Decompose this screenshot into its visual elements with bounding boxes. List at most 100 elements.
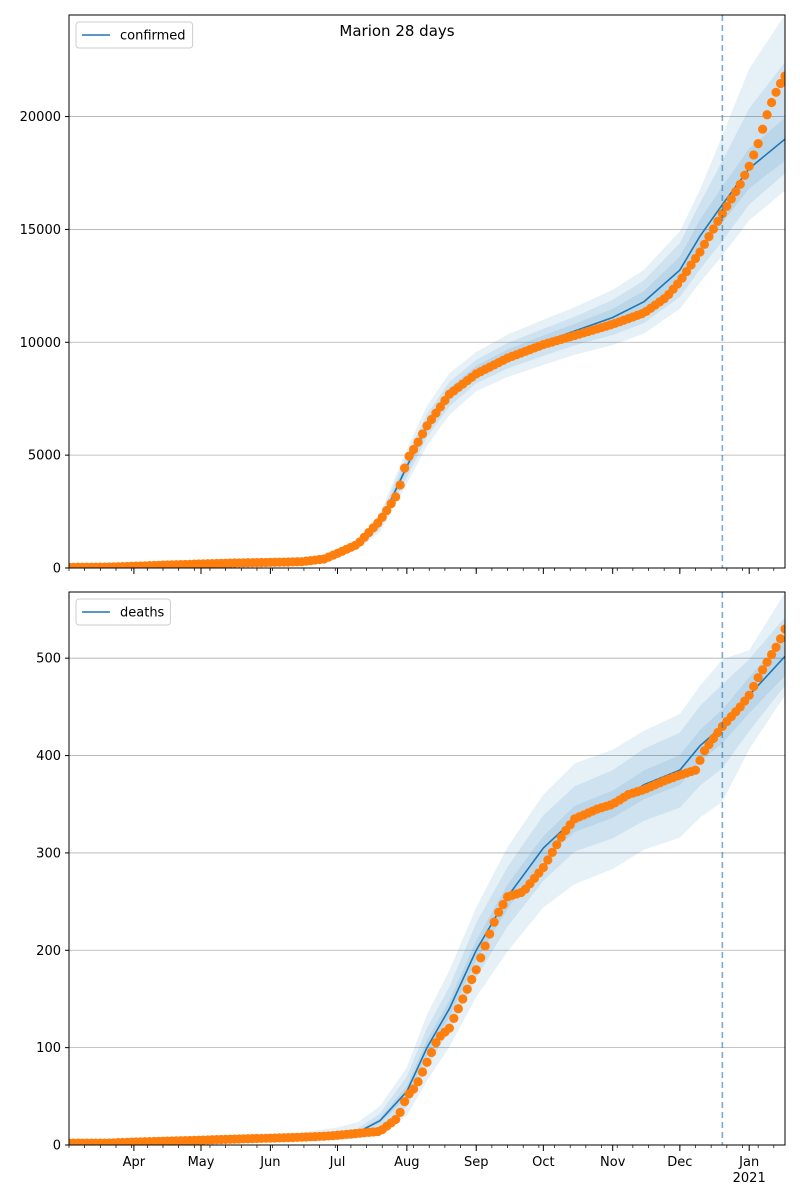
observed-point [735, 179, 745, 189]
uncertainty-band-1 [69, 61, 785, 567]
observed-point [395, 1107, 405, 1117]
observed-point [426, 1047, 437, 1058]
y-tick-label: 20000 [20, 110, 61, 125]
observed-point [422, 1057, 432, 1067]
observed-point [552, 840, 562, 850]
y-tick-label: 0 [53, 562, 61, 577]
observed-point [382, 505, 392, 516]
x-tick-label-apr: Apr [123, 1155, 146, 1170]
observed-point [771, 87, 781, 97]
x-tick-label-jan: Jan [738, 1155, 759, 1170]
uncertainty-band-0 [69, 636, 785, 1144]
observed-point [744, 161, 754, 171]
x-tick-label-jul: Jul [329, 1155, 346, 1170]
deaths-panel: 0 100 200 300 400 500 Apr May Jun Jul Aug Sep Oct Nov… [36, 591, 786, 1186]
y-tick-label: 200 [36, 944, 61, 959]
observed-point [762, 657, 772, 667]
x-tick-year-label: 2021 [733, 1171, 766, 1186]
observed-point [681, 266, 692, 277]
legend: deaths [75, 598, 171, 626]
x-tick-label-aug: Aug [394, 1155, 419, 1170]
legend-label: confirmed [120, 29, 186, 44]
observed-point [690, 765, 701, 775]
observed-point [431, 1038, 441, 1048]
observed-point [556, 832, 566, 842]
observed-point [708, 224, 719, 234]
legend-box [75, 21, 194, 49]
observed-point [476, 953, 486, 963]
x-tick-label-dec: Dec [667, 1155, 692, 1170]
observed-point [677, 273, 687, 283]
observed-point [722, 201, 732, 211]
observed-point [543, 855, 553, 865]
observed-point [704, 232, 714, 242]
observed-point [758, 124, 768, 134]
observed-point [686, 260, 696, 270]
observed-point [400, 463, 410, 473]
observed-point [753, 139, 763, 149]
plot-area [69, 592, 785, 1145]
observed-point [462, 984, 472, 994]
observed-point [400, 1097, 410, 1107]
observed-point [740, 170, 750, 180]
observed-point [771, 642, 781, 652]
observed-point [494, 907, 504, 917]
observed-point [753, 673, 763, 683]
legend-label: deaths [120, 606, 165, 621]
x-tick-label-may: May [188, 1155, 215, 1170]
observed-point [780, 624, 785, 634]
observed-point [404, 451, 414, 461]
observed-point [547, 847, 557, 857]
observed-point [695, 755, 705, 766]
observed-point [395, 480, 405, 490]
observed-point [498, 899, 508, 910]
observed-point [749, 681, 759, 692]
y-tick-label: 400 [36, 749, 61, 764]
observed-point [485, 929, 495, 939]
x-tick-label-oct: Oct [532, 1155, 554, 1170]
observed-point [391, 492, 401, 502]
y-tick-label: 500 [36, 652, 61, 667]
legend-box [75, 598, 171, 626]
observed-series [69, 624, 785, 1145]
observed-point [726, 194, 736, 204]
plot-area [69, 15, 785, 568]
uncertainty-band-1 [69, 617, 785, 1144]
y-tick-label: 100 [36, 1041, 61, 1056]
observed-point [780, 71, 785, 81]
observed-point [453, 1004, 463, 1014]
uncertainty-band-2 [69, 592, 785, 1145]
observed-point [417, 429, 428, 439]
observed-series [69, 71, 785, 568]
observed-point [408, 1084, 419, 1094]
observed-point [417, 1067, 428, 1077]
observed-point [386, 499, 396, 509]
y-tick-label: 10000 [20, 336, 61, 351]
x-tick-label-jun: Jun [259, 1155, 280, 1170]
observed-point [699, 239, 710, 249]
observed-point [538, 862, 548, 873]
figure-title: Marion 28 days [339, 22, 454, 40]
confirmed-panel: 0 5000 10000 15000 20000 confirmed [20, 14, 786, 577]
observed-point [449, 1013, 459, 1024]
observed-point [489, 917, 499, 927]
observed-point [762, 110, 772, 120]
observed-point [744, 690, 754, 700]
observed-point [467, 974, 477, 985]
observed-point [713, 216, 723, 226]
axes-frame [68, 591, 786, 1146]
model-line-confirmed [69, 138, 785, 568]
x-tick-label-sep: Sep [464, 1155, 489, 1170]
observed-point [413, 1077, 423, 1087]
observed-point [758, 665, 768, 675]
observed-point [749, 150, 759, 160]
observed-point [775, 634, 785, 644]
observed-point [391, 1114, 401, 1125]
observed-point [766, 97, 777, 108]
observed-point [775, 78, 785, 89]
observed-point [444, 1023, 454, 1033]
legend: confirmed [75, 21, 194, 49]
axes-frame [68, 14, 786, 569]
uncertainty-band-2 [69, 15, 785, 567]
